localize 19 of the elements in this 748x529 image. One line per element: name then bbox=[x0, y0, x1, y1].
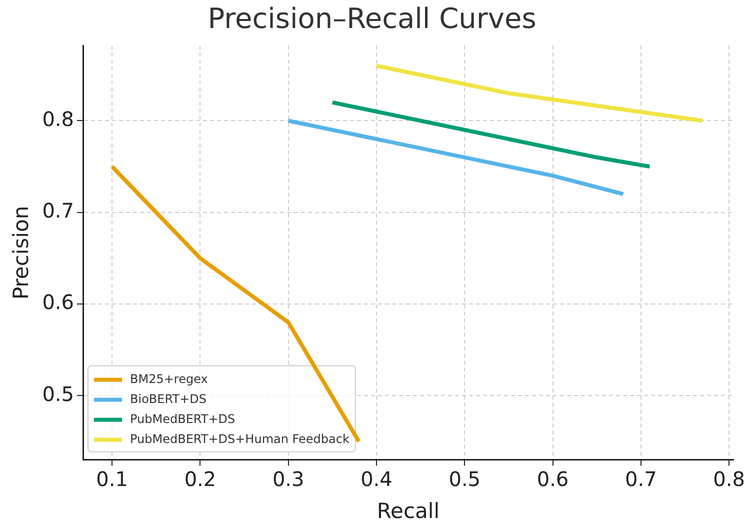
y-tick-label: 0.8 bbox=[42, 106, 74, 131]
x-axis-title: Recall bbox=[376, 498, 440, 523]
x-tick-label: 0.3 bbox=[272, 467, 304, 492]
y-axis-title: Precision bbox=[9, 206, 34, 300]
x-tick-label: 0.4 bbox=[360, 467, 392, 492]
legend-label: PubMedBERT+DS bbox=[130, 412, 236, 426]
x-tick-label: 0.6 bbox=[536, 467, 569, 492]
x-tick-label: 0.8 bbox=[713, 467, 745, 492]
y-tick-label: 0.7 bbox=[42, 198, 74, 223]
y-tick-label: 0.5 bbox=[42, 382, 74, 406]
legend-label: BM25+regex bbox=[130, 372, 208, 386]
x-tick-label: 0.1 bbox=[96, 467, 128, 492]
y-tick-label: 0.6 bbox=[42, 290, 74, 314]
legend-label: PubMedBERT+DS+Human Feedback bbox=[130, 432, 350, 446]
chart-title: Precision–Recall Curves bbox=[208, 2, 536, 36]
x-tick-label: 0.2 bbox=[184, 467, 216, 492]
x-tick-label: 0.5 bbox=[448, 467, 481, 492]
legend-label: BioBERT+DS bbox=[130, 392, 206, 406]
x-tick-label: 0.7 bbox=[624, 467, 657, 492]
